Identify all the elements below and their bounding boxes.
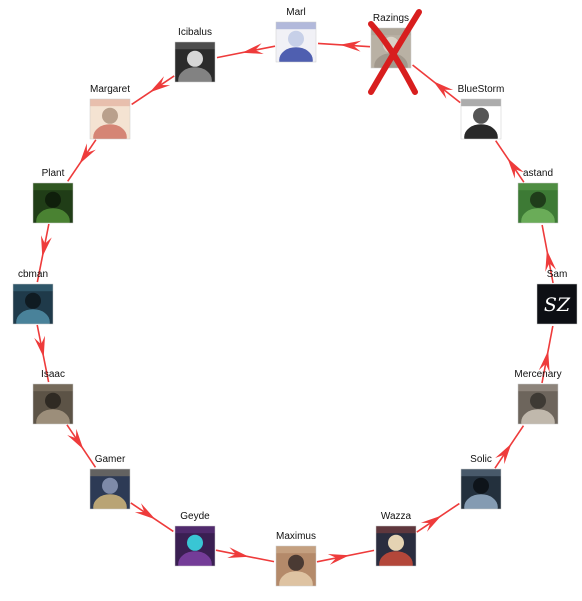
node-label: Marl: [286, 7, 305, 18]
edge-isaac-to-gamer: [66, 424, 97, 468]
glasses-anime-avatar: [90, 99, 130, 139]
node-cbman[interactable]: cbman: [12, 269, 54, 335]
grim-reaper-avatar: [461, 469, 501, 509]
arrowhead: [495, 443, 512, 465]
cartoon-face-avatar: [461, 99, 501, 139]
pirate-avatar: [376, 526, 416, 566]
arrowhead: [67, 428, 84, 450]
node-label: Geyde: [180, 511, 210, 522]
warrior-avatar: [518, 384, 558, 424]
arrowhead: [149, 76, 171, 93]
edge-mercenary-to-sam: [538, 325, 554, 384]
node-wazza[interactable]: Wazza: [375, 511, 417, 577]
edge-wazza-to-solic: [416, 502, 460, 533]
arrowhead: [34, 335, 45, 358]
edge-cbman-to-isaac: [34, 324, 50, 383]
node-solic[interactable]: Solic: [460, 454, 502, 520]
node-isaac[interactable]: Isaac: [32, 369, 74, 435]
node-label: Gamer: [95, 454, 126, 465]
node-icibalus[interactable]: Icibalus: [174, 27, 216, 93]
node-label: BlueStorm: [458, 84, 505, 95]
arrowhead: [420, 515, 442, 532]
node-label: Mercenary: [514, 369, 561, 380]
frog-avatar: [518, 183, 558, 223]
arrowhead: [79, 143, 96, 164]
nodes-layer: Marl Razings BlueStorm astand SZ Sam Mercenary…: [12, 7, 578, 597]
node-label: Sam: [547, 269, 568, 280]
arrowhead: [340, 40, 362, 52]
node-razings[interactable]: Razings: [368, 9, 422, 95]
edge-maximus-to-wazza: [316, 549, 375, 565]
arrowhead: [41, 235, 52, 257]
plant-monster-avatar: [33, 183, 73, 223]
arrowhead: [134, 503, 156, 520]
edge-razings-to-marl: [317, 40, 371, 52]
edge-sam-to-astand: [541, 224, 557, 284]
officer-avatar: [90, 469, 130, 509]
edges-layer: [34, 40, 557, 565]
hooded-figure-avatar: [33, 384, 73, 424]
node-geyde[interactable]: Geyde: [174, 511, 216, 577]
sz-logo-avatar: SZ: [537, 284, 577, 324]
edge-icibalus-to-margaret: [131, 75, 175, 106]
purple-octoling-avatar: [175, 526, 215, 566]
arrowhead: [545, 250, 557, 272]
node-bluestorm[interactable]: BlueStorm: [458, 84, 505, 150]
anime-white-hair-avatar: [276, 22, 316, 62]
node-astand[interactable]: astand: [517, 168, 559, 234]
armored-knight-avatar: [13, 284, 53, 324]
node-gamer[interactable]: Gamer: [89, 454, 131, 520]
node-label: Wazza: [381, 511, 412, 522]
arrowhead: [538, 350, 550, 373]
arrowhead: [507, 158, 524, 179]
node-label: Razings: [373, 13, 409, 24]
avatar-logo-text: SZ: [544, 294, 571, 316]
arrowhead: [242, 43, 264, 54]
node-mercenary[interactable]: Mercenary: [514, 369, 562, 435]
node-maximus[interactable]: Maximus: [275, 531, 317, 597]
edge-plant-to-cbman: [36, 223, 52, 283]
edge-bluestorm-to-razings: [412, 64, 461, 104]
edge-gamer-to-geyde: [130, 502, 174, 533]
edge-astand-to-bluestorm: [495, 140, 525, 183]
dark-rider-avatar: [175, 42, 215, 82]
node-label: Isaac: [41, 369, 65, 380]
arrowhead: [433, 81, 454, 99]
node-label: Plant: [42, 168, 65, 179]
node-label: astand: [523, 168, 553, 179]
edge-geyde-to-maximus: [215, 547, 275, 563]
eliminated-x-mark: [368, 9, 422, 95]
node-sam[interactable]: SZ Sam: [536, 269, 578, 335]
node-plant[interactable]: Plant: [32, 168, 74, 234]
node-label: Icibalus: [178, 27, 212, 38]
arrowhead: [327, 554, 350, 565]
edge-solic-to-mercenary: [494, 425, 525, 469]
node-label: Solic: [470, 454, 492, 465]
node-label: Maximus: [276, 531, 316, 542]
node-marl[interactable]: Marl: [275, 7, 317, 73]
node-margaret[interactable]: Margaret: [89, 84, 131, 150]
node-label: Margaret: [90, 84, 130, 95]
arrowhead: [227, 547, 249, 558]
smiling-man-avatar: [276, 546, 316, 586]
edge-marl-to-icibalus: [216, 43, 276, 59]
node-label: cbman: [18, 269, 48, 280]
edge-margaret-to-plant: [67, 139, 97, 182]
